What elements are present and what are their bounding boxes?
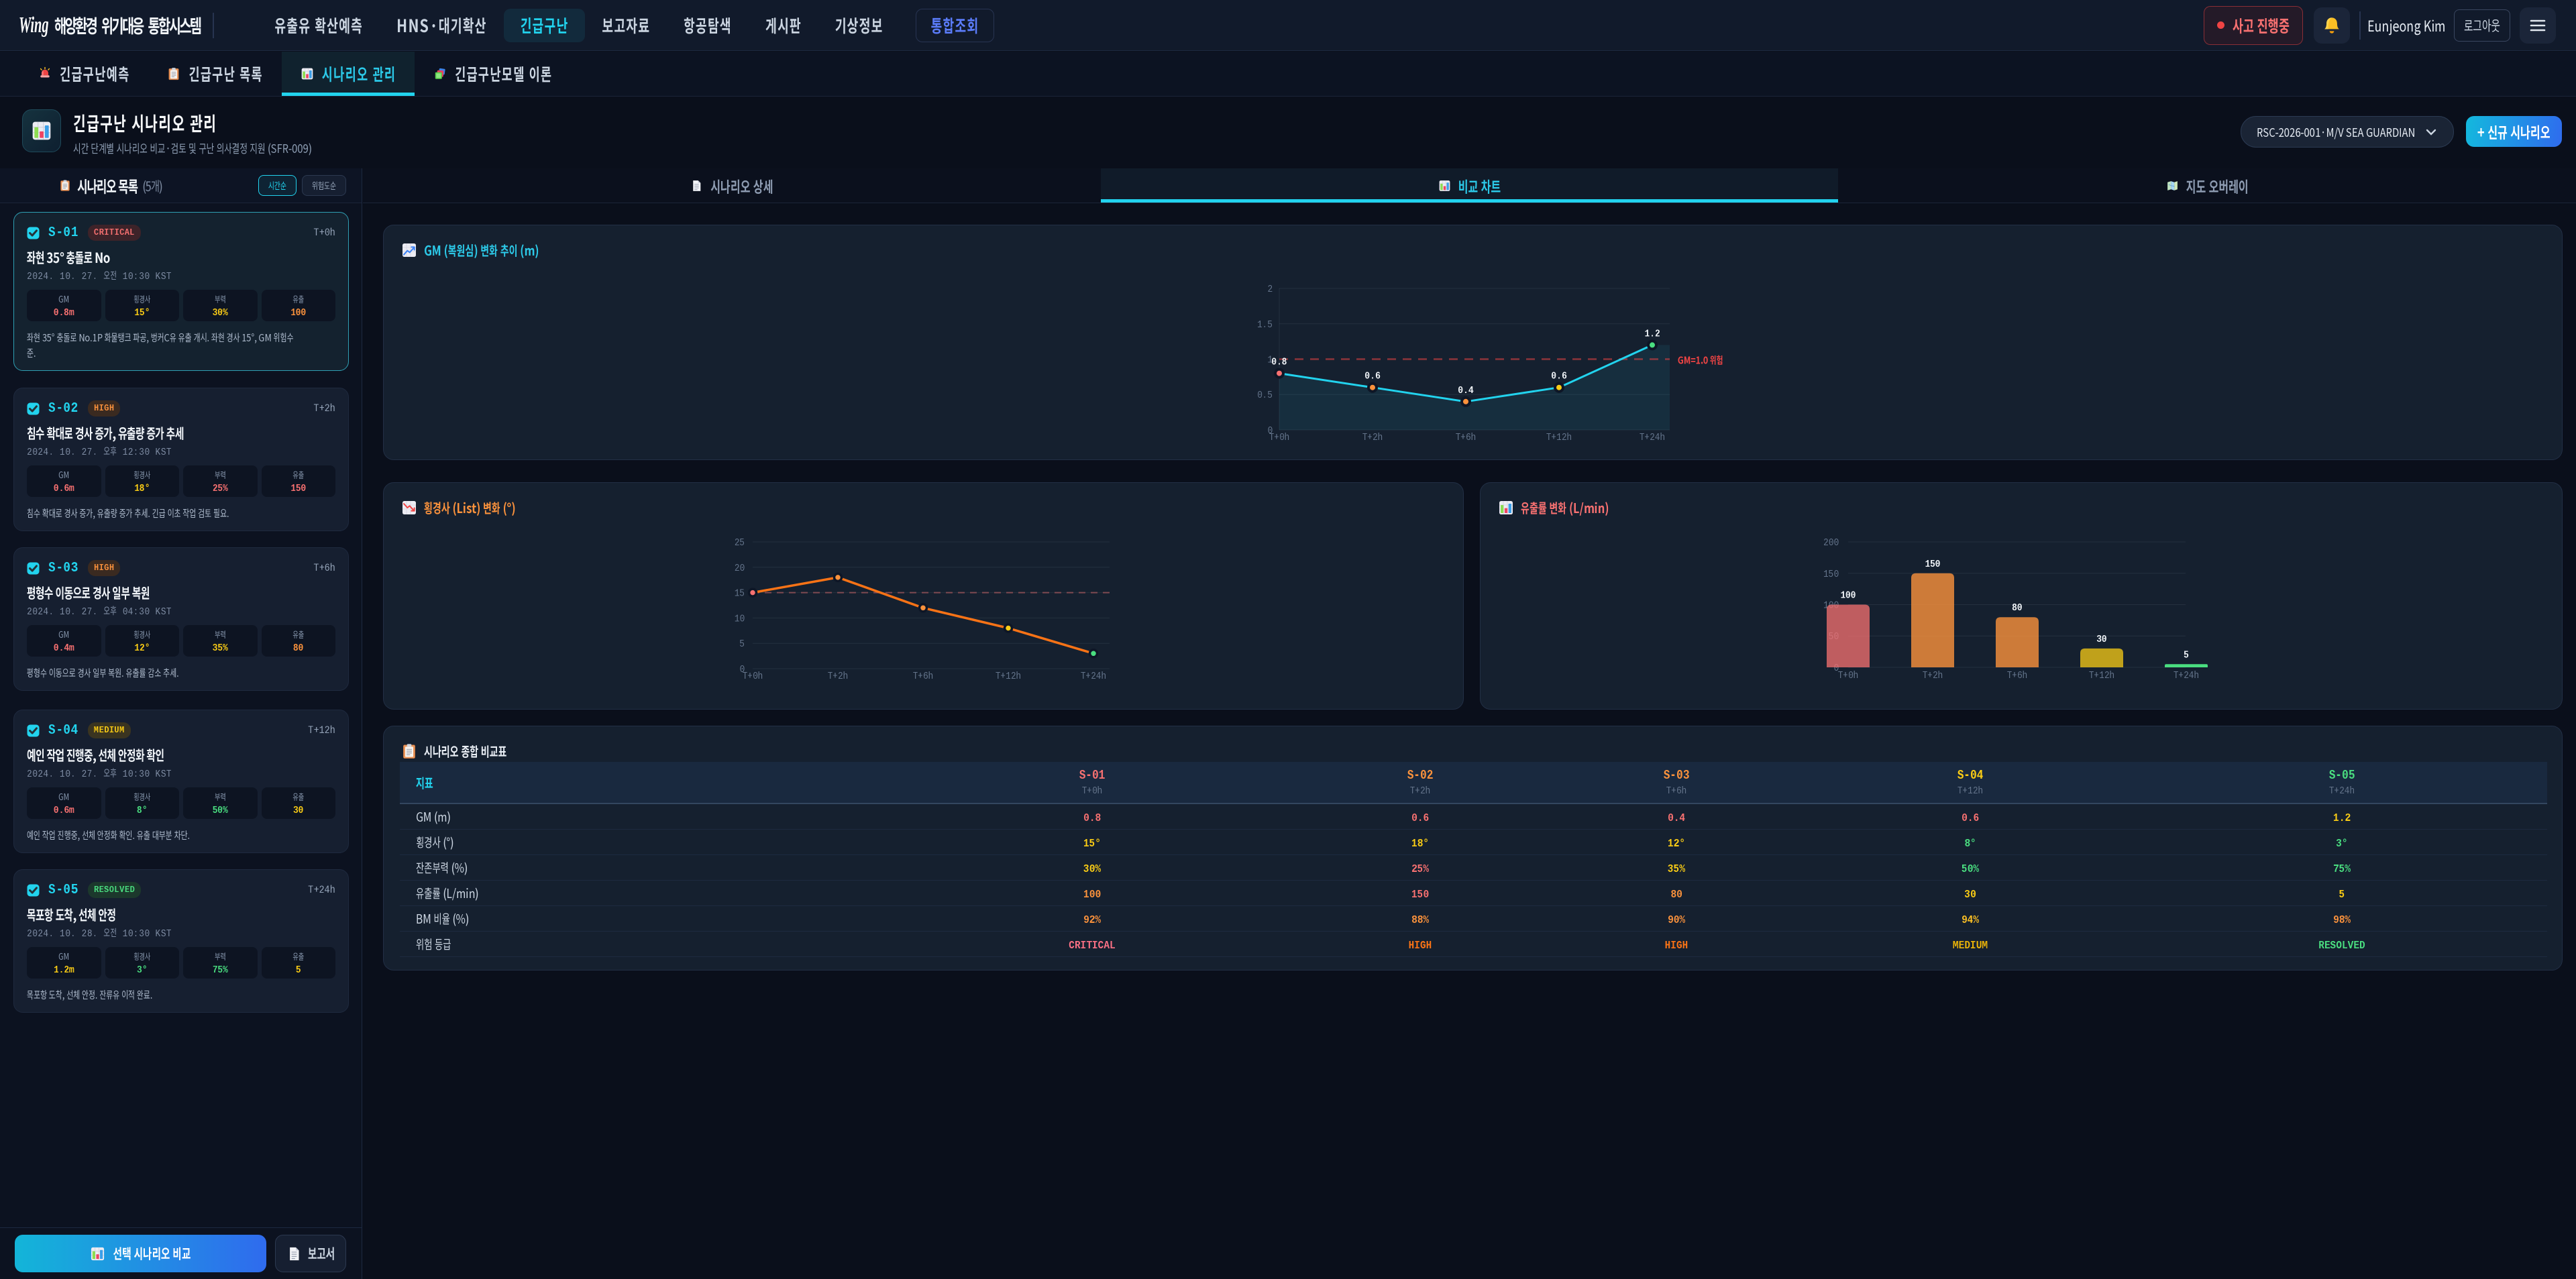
svg-text:100: 100 (1841, 590, 1856, 602)
svg-text:T+12h: T+12h (1546, 432, 1572, 443)
svg-text:0.8: 0.8 (1272, 357, 1287, 368)
svg-text:0: 0 (739, 664, 745, 675)
svg-text:T+24h: T+24h (2174, 670, 2199, 681)
svg-text:T+0h: T+0h (1838, 670, 1859, 681)
svg-text:25: 25 (735, 537, 745, 549)
svg-text:1.2: 1.2 (1645, 328, 1660, 339)
svg-text:T+12h: T+12h (2089, 670, 2114, 681)
svg-text:T+2h: T+2h (1362, 432, 1383, 443)
svg-text:T+0h: T+0h (1269, 432, 1290, 443)
svg-text:1.5: 1.5 (1257, 319, 1273, 331)
svg-text:200: 200 (1823, 537, 1839, 549)
svg-text:0.5: 0.5 (1257, 390, 1273, 401)
svg-text:T+24h: T+24h (1081, 671, 1106, 682)
svg-text:2: 2 (1267, 284, 1273, 295)
svg-text:T+6h: T+6h (913, 671, 934, 682)
svg-text:150: 150 (1823, 569, 1839, 580)
svg-text:10: 10 (735, 613, 745, 624)
svg-text:1: 1 (1267, 355, 1273, 366)
svg-text:T+6h: T+6h (1456, 432, 1477, 443)
svg-text:T+2h: T+2h (1923, 670, 1943, 681)
svg-text:0: 0 (1267, 425, 1273, 437)
svg-text:T+12h: T+12h (996, 671, 1021, 682)
svg-text:80: 80 (2012, 602, 2022, 614)
svg-text:0.6: 0.6 (1365, 371, 1381, 382)
svg-text:T+24h: T+24h (1640, 432, 1665, 443)
svg-text:5: 5 (739, 638, 745, 650)
svg-text:15: 15 (735, 588, 745, 600)
svg-text:150: 150 (1925, 559, 1941, 570)
svg-text:0: 0 (1833, 663, 1839, 674)
svg-text:20: 20 (735, 563, 745, 574)
svg-text:5: 5 (2184, 649, 2189, 661)
svg-text:T+0h: T+0h (743, 671, 763, 682)
svg-text:GM=1.0 위험: GM=1.0 위험 (1678, 353, 1723, 368)
svg-text:0.4: 0.4 (1458, 385, 1474, 396)
svg-text:30: 30 (2096, 634, 2106, 645)
svg-text:T+2h: T+2h (828, 671, 849, 682)
svg-text:T+6h: T+6h (2007, 670, 2028, 681)
svg-text:0.6: 0.6 (1552, 371, 1567, 382)
